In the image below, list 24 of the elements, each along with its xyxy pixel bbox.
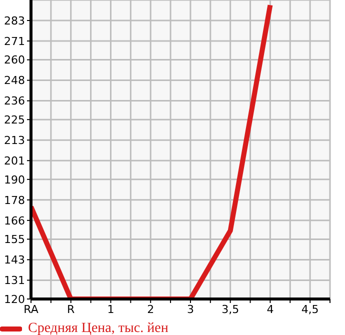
legend-label: Средняя Цена, тыс. йен [28, 321, 168, 335]
y-tick-label: 236 [4, 94, 25, 108]
y-tick-label: 131 [4, 274, 25, 288]
y-tick-label: 166 [4, 214, 25, 228]
y-tick-label: 260 [4, 54, 25, 67]
x-tick-label: 3,5 [222, 302, 240, 316]
y-tick-label: 213 [4, 134, 25, 148]
y-tick-label: 201 [4, 154, 25, 168]
y-tick-label: 155 [4, 233, 25, 246]
y-tick-label: 225 [4, 114, 25, 127]
y-tick-label: 190 [4, 173, 25, 186]
y-tick-label: 248 [4, 74, 25, 88]
y-tick-label: 120 [4, 292, 25, 306]
x-tick-label: 1 [107, 302, 114, 316]
x-tick-label: 2 [147, 302, 154, 316]
y-tick-label: 283 [4, 14, 25, 28]
x-tick-label: 3 [186, 302, 194, 316]
x-tick-label: 4,5 [301, 302, 319, 316]
x-tick-label: 4 [266, 302, 274, 316]
x-tick-label: R [67, 302, 76, 316]
y-tick-label: 178 [4, 194, 25, 207]
y-tick-label: 143 [4, 254, 25, 267]
x-tick-label: RA [24, 302, 39, 316]
y-tick-label: 271 [4, 34, 25, 48]
